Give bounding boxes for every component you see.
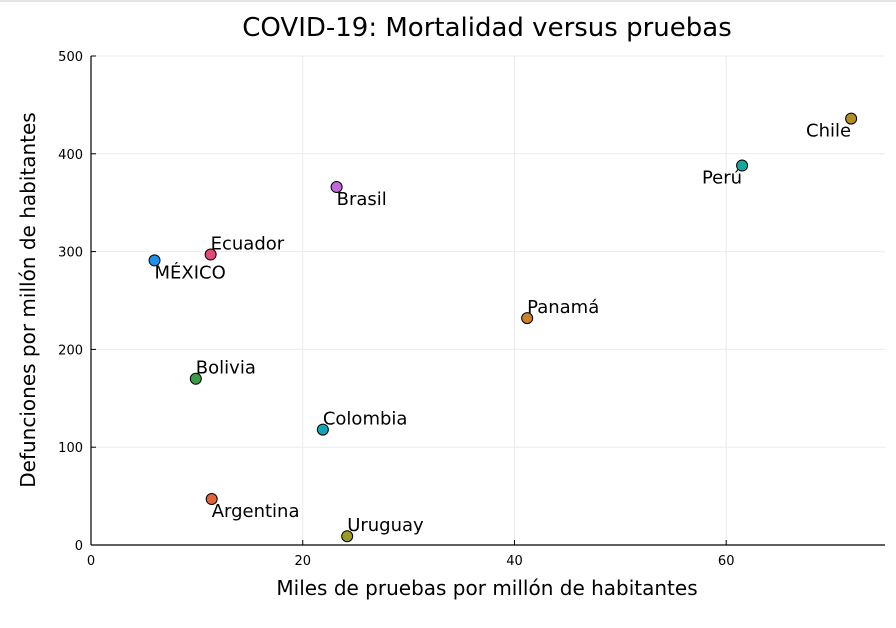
y-tick-label: 300 bbox=[58, 246, 83, 261]
x-tick-label: 40 bbox=[506, 554, 523, 569]
point-layer: MÉXICO Ecuador Brasil Perú Chile Panamá Bolivi… bbox=[148, 112, 858, 543]
x-axis-title: Miles de pruebas por millón de habitante… bbox=[276, 576, 697, 600]
tick-layer: 0 20 40 60 0 100 200 300 400 500 bbox=[58, 50, 734, 569]
data-point-brasil bbox=[330, 181, 343, 194]
point-label-colombia: Colombia bbox=[323, 409, 408, 430]
data-point-colombia bbox=[316, 423, 329, 436]
point-label-uruguay: Uruguay bbox=[347, 515, 424, 536]
x-tick-label: 20 bbox=[294, 554, 311, 569]
data-point-mexico bbox=[148, 254, 161, 267]
point-label-panama: Panamá bbox=[527, 297, 599, 318]
point-label-chile: Chile bbox=[806, 121, 851, 142]
x-tick-label: 60 bbox=[718, 554, 735, 569]
y-tick-label: 0 bbox=[75, 539, 83, 554]
y-tick-label: 200 bbox=[58, 343, 83, 358]
point-label-ecuador: Ecuador bbox=[211, 234, 285, 255]
point-label-brasil: Brasil bbox=[337, 189, 387, 210]
y-tick-label: 400 bbox=[58, 148, 83, 163]
point-label-bolivia: Bolivia bbox=[196, 358, 256, 379]
y-axis-title: Defunciones por millón de habitantes bbox=[16, 112, 40, 487]
chart-title: COVID-19: Mortalidad versus pruebas bbox=[242, 13, 732, 43]
x-tick-label: 0 bbox=[87, 554, 95, 569]
data-point-ecuador bbox=[204, 248, 217, 261]
data-point-bolivia bbox=[189, 372, 202, 385]
data-point-argentina bbox=[205, 493, 218, 506]
point-label-mexico: MÉXICO bbox=[155, 261, 226, 283]
data-point-uruguay bbox=[341, 530, 354, 543]
data-point-panama bbox=[521, 312, 534, 325]
grid-layer bbox=[91, 55, 885, 545]
data-point-chile bbox=[845, 112, 858, 125]
point-label-argentina: Argentina bbox=[212, 501, 300, 522]
data-point-peru bbox=[736, 159, 749, 172]
y-tick-label: 100 bbox=[58, 441, 83, 456]
y-tick-label: 500 bbox=[58, 50, 83, 65]
point-label-peru: Perú bbox=[702, 168, 742, 189]
